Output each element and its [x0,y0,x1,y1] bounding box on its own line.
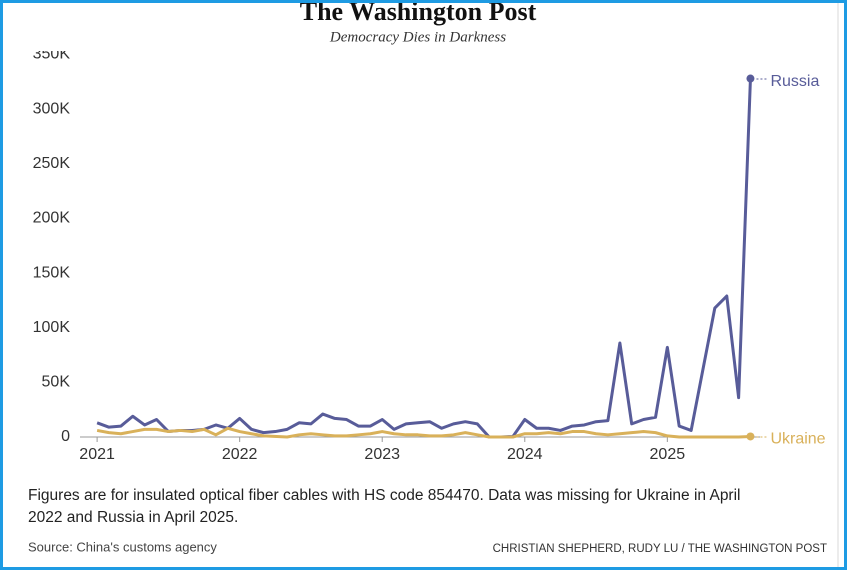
y-tick-label: 200K [33,210,71,227]
end-point [746,432,755,441]
credit: CHRISTIAN SHEPHERD, RUDY LU / THE WASHIN… [493,543,827,555]
y-tick-label: 150K [33,264,71,281]
x-tick-label: 2022 [222,446,258,463]
y-tick-label: 0 [61,428,70,445]
y-tick-label: 250K [33,155,71,172]
series-label: Ukraine [770,431,825,448]
end-point [746,74,755,83]
x-tick-label: 2021 [79,446,115,463]
x-tick-label: 2024 [507,446,543,463]
source: Source: China's customs agency [28,539,217,554]
series-line [96,426,751,439]
x-tick-label: 2025 [650,446,686,463]
logo: The Washington Post [300,0,537,26]
y-tick-label: 300K [33,100,71,117]
y-tick-label: 50K [42,374,71,391]
x-tick-label: 2023 [364,446,400,463]
header-band [3,3,833,51]
y-tick-label: 100K [33,319,71,336]
tagline: Democracy Dies in Darkness [329,29,506,45]
series-label: Russia [770,73,819,90]
note: Figures are for insulated optical fiber … [28,487,741,526]
